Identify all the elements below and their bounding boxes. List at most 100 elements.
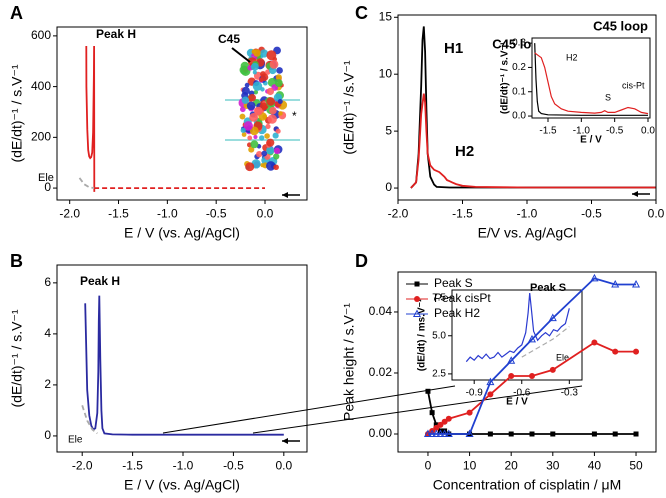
annotation: Peak H: [80, 274, 120, 288]
x-axis-label: E / V (vs. Ag/AgCl): [124, 225, 240, 241]
marker: [466, 409, 473, 416]
atom: [250, 62, 259, 71]
y-tick-label: 200: [31, 130, 51, 144]
series-line: [84, 295, 284, 436]
atom: [277, 99, 283, 105]
x-tick-label: 10: [463, 459, 477, 473]
y-tick-label: 0: [385, 180, 392, 194]
atom: [240, 106, 246, 113]
chart: -2.0 -1.5 -1.0 -0.5 0.0 0 2 4 6 E / V (vs. Ag/AgC…: [9, 251, 308, 493]
y-axis-label: (dE/dt)⁻¹ /s.V⁻¹: [341, 60, 357, 154]
marker: [487, 391, 494, 398]
marker: [612, 431, 618, 437]
marker: [441, 418, 448, 425]
inset-connector: [162, 385, 456, 434]
marker: [428, 429, 437, 437]
x-tick-label: -0.9: [466, 388, 484, 399]
atom: [273, 153, 280, 160]
legend-label: Peak H2: [434, 306, 480, 320]
atom: [275, 74, 282, 81]
series-line: [465, 293, 570, 363]
annotation: Ele: [38, 172, 54, 184]
y-tick-label: 0.04: [369, 304, 393, 318]
y-tick-label: 6: [44, 275, 51, 289]
series-line: [81, 405, 98, 435]
atom: [269, 59, 279, 69]
x-axis-label: E / V: [580, 135, 602, 146]
atom: [243, 121, 253, 131]
atom: [252, 70, 257, 75]
atom: [276, 67, 283, 74]
atom: [241, 96, 250, 105]
atom: [241, 86, 250, 95]
atom: [246, 101, 256, 111]
atom: [253, 89, 259, 95]
atom: [275, 128, 281, 134]
x-tick-label: -1.5: [452, 207, 473, 221]
marker: [611, 279, 620, 288]
series-line: [85, 45, 96, 192]
arrow: [231, 47, 251, 63]
y-tick-label: 0.3: [512, 38, 526, 49]
chart: -0.9 -0.6 -0.3 2.5 5.0 7.5 E / V (dE/dt) / ms.V…: [417, 282, 583, 408]
annotation: *: [292, 109, 297, 123]
inset-background: [532, 38, 650, 118]
y-tick-label: 7.5: [432, 292, 446, 303]
x-tick-label: -1.5: [122, 459, 143, 473]
x-tick-label: -1.0: [157, 207, 178, 221]
marker: [529, 431, 535, 437]
x-tick-label: -1.5: [539, 126, 557, 137]
marker: [633, 431, 639, 437]
y-tick-label: 2.5: [432, 369, 446, 380]
annotation: Peak H: [96, 27, 136, 41]
marker: [527, 334, 537, 343]
atom: [239, 113, 246, 120]
y-tick-label: 5: [385, 123, 392, 137]
marker: [437, 421, 444, 428]
atom: [266, 138, 275, 147]
atom: [273, 164, 279, 171]
atom: [249, 112, 259, 122]
scan-arrow-head: [282, 192, 288, 198]
y-tick-label: 10: [379, 66, 393, 80]
atom: [265, 123, 271, 130]
x-tick-label: 0.0: [275, 459, 292, 473]
marker: [612, 348, 619, 355]
y-tick-label: 400: [31, 79, 51, 93]
x-tick-label: -0.6: [513, 388, 531, 399]
marker: [507, 356, 516, 364]
y-tick-label: 15: [379, 9, 393, 23]
inset-connector: [252, 385, 583, 434]
atom: [241, 132, 247, 137]
x-tick-label: -1.0: [573, 126, 591, 137]
marker: [432, 429, 441, 437]
atom: [249, 126, 259, 136]
atom: [253, 106, 263, 116]
marker: [444, 429, 453, 437]
panel-label: A: [10, 3, 23, 23]
x-tick-label: 50: [629, 459, 643, 473]
y-tick-label: 0.00: [369, 426, 393, 440]
plot-frame: [56, 26, 308, 201]
marker: [436, 429, 445, 437]
x-tick-label: 0.0: [641, 126, 655, 137]
x-tick-label: -2.0: [72, 459, 93, 473]
x-tick-label: 20: [505, 459, 519, 473]
atom: [259, 135, 265, 141]
marker: [440, 429, 449, 437]
marker: [591, 431, 597, 437]
atom: [253, 134, 258, 140]
marker: [425, 388, 431, 394]
legend-label: Peak S: [434, 276, 473, 290]
y-tick-label: 0: [44, 180, 51, 194]
x-tick-label: 40: [588, 459, 602, 473]
atom: [264, 133, 270, 139]
series-line: [534, 52, 649, 115]
atom: [273, 147, 281, 155]
atom: [272, 132, 279, 139]
y-axis-label: Peak height / s.V⁻¹: [341, 303, 357, 421]
chart: -1.5 -1.0 -0.5 0.0 0.0 0.1 0.2 0.3 E / V (dE/dt)⁻…: [500, 37, 655, 146]
marker: [549, 366, 556, 373]
atom: [253, 49, 261, 57]
